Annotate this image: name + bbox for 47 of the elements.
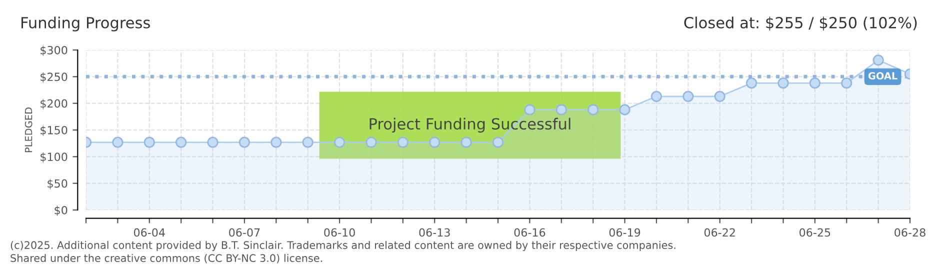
- point: [841, 78, 852, 89]
- point: [144, 136, 155, 148]
- point: [429, 136, 440, 148]
- x-tick-label: 06-07: [229, 228, 260, 237]
- point: [746, 78, 758, 89]
- point: [492, 136, 504, 148]
- point: [682, 90, 694, 102]
- point: [302, 136, 314, 148]
- y-tick-label: $100: [40, 152, 68, 163]
- point: [778, 78, 789, 89]
- point: [366, 136, 377, 148]
- chart-subtitle: Closed at: $255 / $250 (102%): [684, 16, 917, 30]
- point: [334, 136, 346, 148]
- point: [714, 90, 726, 102]
- point: [397, 136, 408, 148]
- point: [588, 104, 599, 116]
- point: [270, 136, 282, 148]
- point: [524, 104, 536, 116]
- point: [556, 104, 567, 116]
- point: [872, 54, 884, 66]
- point: [809, 78, 820, 89]
- point: [207, 136, 218, 148]
- x-tick-label: 06-04: [134, 228, 165, 237]
- y-tick-label: $150: [40, 126, 68, 136]
- text: Shared under the creative commons (CC BY-NC 3.0) license.: [10, 254, 322, 264]
- y-tick-label: $300: [40, 46, 68, 56]
- point: [460, 136, 472, 148]
- y-axis-title: PLEDGED: [24, 108, 32, 152]
- chart-title: Funding Progress: [22, 16, 150, 32]
- y-tick-label: $0: [54, 206, 68, 216]
- y-tick-label: $250: [40, 72, 68, 83]
- text: (c)2025. Additional content provided by B.T. Sinclair. Trademarks and related content are owned by their respective companies.: [10, 240, 676, 252]
- x-tick-label: 06-28: [894, 228, 926, 237]
- x-tick-label: 06-10: [324, 228, 355, 237]
- y-tick-label: $200: [40, 99, 68, 110]
- x-tick-label: 06-16: [514, 228, 546, 237]
- x-tick-label: 06-22: [704, 228, 735, 237]
- point: [619, 104, 630, 116]
- ref-line-label: GOAL: [868, 72, 898, 80]
- x-tick-label: 06-13: [419, 228, 450, 237]
- point: [238, 136, 250, 148]
- point: [650, 90, 662, 102]
- y-tick-label: $50: [48, 179, 68, 190]
- x-tick-label: 06-19: [609, 228, 640, 237]
- x-tick-label: 06-25: [800, 228, 830, 237]
- point: [176, 136, 187, 148]
- point: [112, 136, 124, 148]
